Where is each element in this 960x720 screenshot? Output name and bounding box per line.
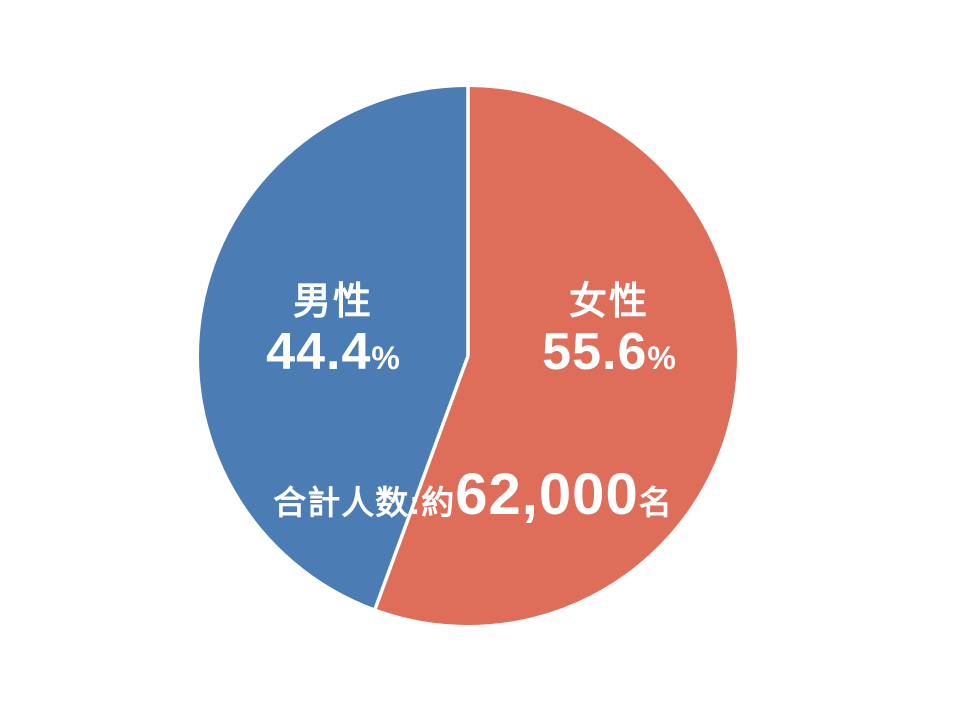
slice-name-male: 男性 [292, 281, 374, 323]
slice-label-male: 男性 44.4% [266, 281, 400, 379]
slice-value-male: 44.4% [266, 322, 400, 381]
percent-sign-male: % [371, 339, 400, 376]
slice-percent-female: 55.6 [542, 322, 648, 381]
total-annotation: 合計人数:約62,000名 [273, 461, 672, 528]
slice-value-female: 55.6% [542, 322, 676, 381]
percent-sign-female: % [647, 339, 676, 376]
total-suffix: 名 [638, 484, 673, 521]
total-number: 62,000 [455, 462, 639, 527]
slice-name-female: 女性 [568, 281, 650, 323]
pie-slice-female [375, 87, 737, 625]
slice-percent-male: 44.4 [266, 322, 372, 381]
total-prefix: 合計人数:約 [273, 484, 456, 521]
pie-divider [373, 355, 470, 610]
pie-slice-male [198, 87, 468, 609]
slice-label-female: 女性 55.6% [542, 281, 676, 379]
